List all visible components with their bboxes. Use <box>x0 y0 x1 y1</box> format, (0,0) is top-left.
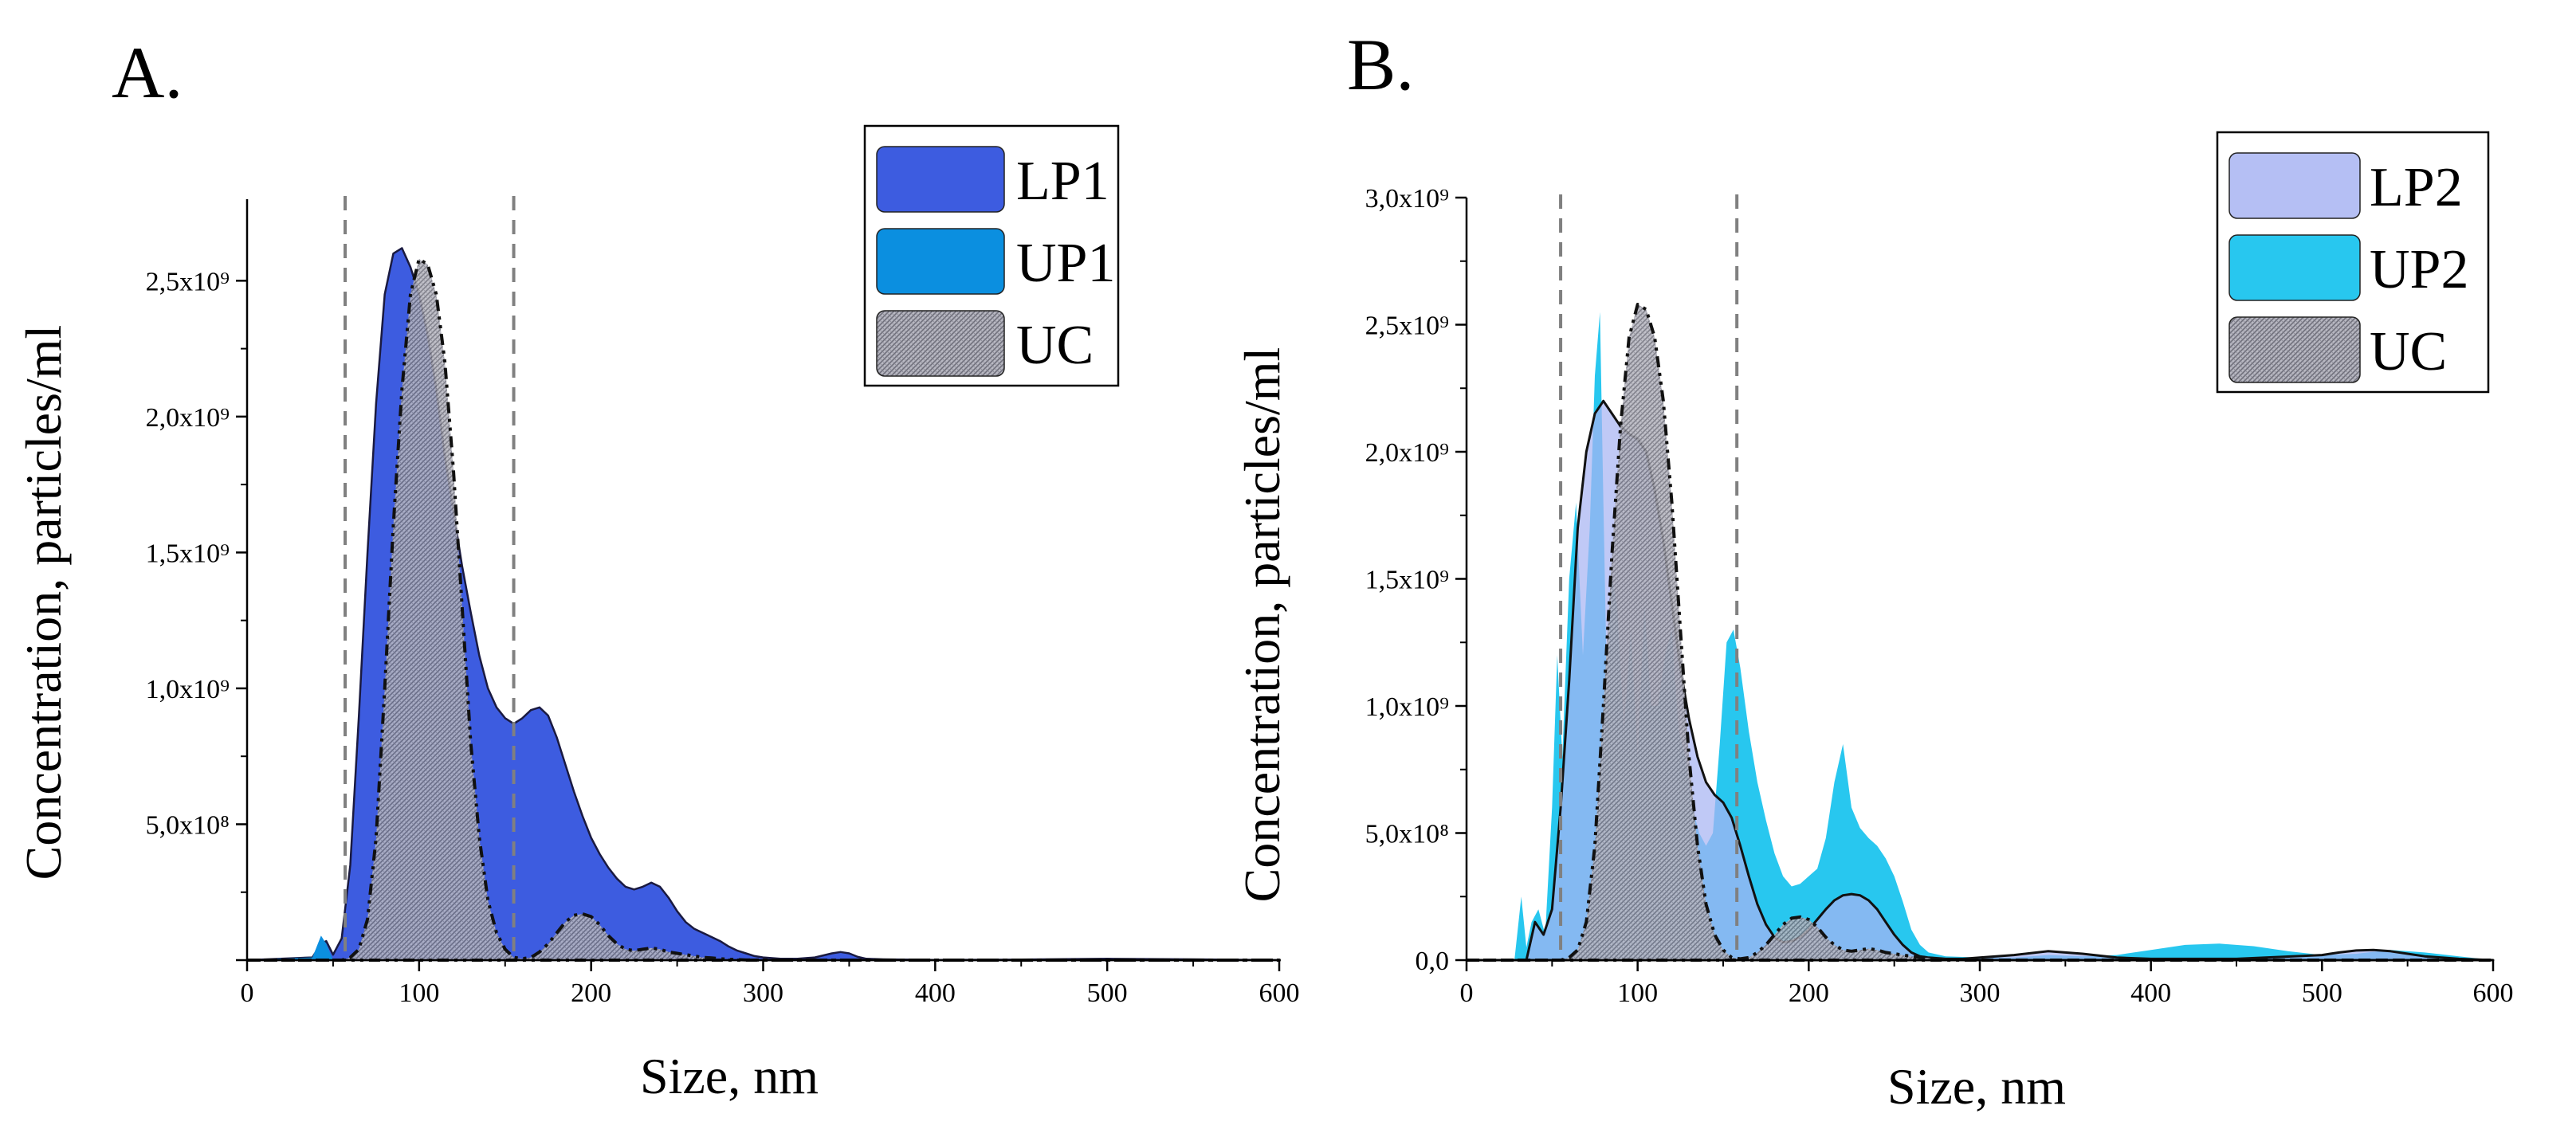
y-tick-label-4-a: 2,0x10⁹ <box>146 403 230 433</box>
x-tick-label-400-b: 400 <box>2130 978 2171 1008</box>
legend-swatch-lp1 <box>876 146 1005 213</box>
x-tick-label-100-a: 100 <box>399 978 439 1008</box>
legend-item-uc-b: UC <box>2228 316 2447 383</box>
y-tick-label-1-a: 5,0x10⁸ <box>146 810 230 840</box>
legend-label-lp2: LP2 <box>2370 157 2463 218</box>
legend-item-up2: UP2 <box>2228 234 2468 301</box>
legend-swatch-up2 <box>2228 234 2361 301</box>
legend-label-uc-b: UC <box>2370 321 2447 382</box>
x-tick-label-500-b: 500 <box>2302 978 2342 1008</box>
legend-swatch-lp2 <box>2228 152 2361 219</box>
panel-b-legend: LP2 UP2 UC <box>2216 131 2490 394</box>
panel-b-y-axis-title: Concentration, particles/ml <box>1234 347 1290 903</box>
y-tick-label-3-b: 1,5x10⁹ <box>1365 566 1449 595</box>
panel-a-plot-area: 0 100 200 300 400 500 600 5,0x10⁸ 1,0x10⁹ 1,5x10… <box>146 196 1300 1008</box>
legend-item-lp2: LP2 <box>2228 152 2463 219</box>
panel-a-legend: LP1 UP1 UC <box>863 124 1120 387</box>
panel-b: B. 0 100 200 300 400 500 600 0,0 5,0x10⁸ 1,0x10⁹… <box>1234 24 2514 1115</box>
x-tick-label-0-b: 0 <box>1460 978 1474 1008</box>
series-area-lp1-a <box>245 247 1281 962</box>
legend-item-up1: UP1 <box>876 228 1115 295</box>
x-tick-label-200-b: 200 <box>1789 978 1829 1008</box>
x-tick-label-200-a: 200 <box>571 978 611 1008</box>
y-tick-label-5-b: 2,5x10⁹ <box>1365 312 1449 341</box>
y-tick-label-2-b: 1,0x10⁹ <box>1365 692 1449 722</box>
y-tick-label-0-b: 0,0 <box>1416 947 1450 976</box>
x-tick-label-500-a: 500 <box>1087 978 1128 1008</box>
panel-a-x-axis-title: Size, nm <box>640 1048 819 1104</box>
series-area-uc-b <box>1465 303 2495 962</box>
legend-swatch-uc <box>876 310 1005 377</box>
panel-a-label: A. <box>112 32 183 113</box>
legend-item-uc: UC <box>876 310 1094 377</box>
panel-b-label: B. <box>1347 24 1414 105</box>
x-tick-label-300-a: 300 <box>743 978 783 1008</box>
x-tick-label-100-b: 100 <box>1617 978 1658 1008</box>
legend-label-up2: UP2 <box>2370 239 2468 300</box>
y-tick-label-4-b: 2,0x10⁹ <box>1365 438 1449 468</box>
y-tick-label-1-b: 5,0x10⁸ <box>1365 820 1449 849</box>
legend-swatch-up1 <box>876 228 1005 295</box>
y-tick-label-2-a: 1,0x10⁹ <box>146 675 230 704</box>
x-tick-label-300-b: 300 <box>1960 978 2001 1008</box>
y-tick-label-5-a: 2,5x10⁹ <box>146 267 230 296</box>
legend-label-uc: UC <box>1016 315 1094 376</box>
x-tick-label-0-a: 0 <box>241 978 254 1008</box>
x-tick-label-400-a: 400 <box>915 978 956 1008</box>
x-tick-label-600-b: 600 <box>2473 978 2514 1008</box>
legend-label-lp1: LP1 <box>1016 151 1109 212</box>
panel-a-y-axis-title: Concentration, particles/ml <box>15 325 72 880</box>
panel-b-plot-area: 0 100 200 300 400 500 600 0,0 5,0x10⁸ 1,0x10⁹ 1,5… <box>1365 184 2514 1008</box>
series-area-up2-b <box>1467 312 2493 961</box>
series-area-uc-a <box>245 257 1281 962</box>
panel-b-x-axis-title: Size, nm <box>1887 1058 2066 1115</box>
legend-item-lp1: LP1 <box>876 146 1109 213</box>
legend-swatch-uc-b <box>2228 316 2361 383</box>
y-tick-label-6-b: 3,0x10⁹ <box>1365 184 1449 214</box>
legend-label-up1: UP1 <box>1016 233 1115 294</box>
x-tick-label-600-a: 600 <box>1259 978 1300 1008</box>
y-tick-label-3-a: 1,5x10⁹ <box>146 539 230 568</box>
panel-a: A. 0 100 200 300 400 500 600 5,0x10⁸ 1,0x10⁹ 1,5… <box>15 32 1300 1104</box>
